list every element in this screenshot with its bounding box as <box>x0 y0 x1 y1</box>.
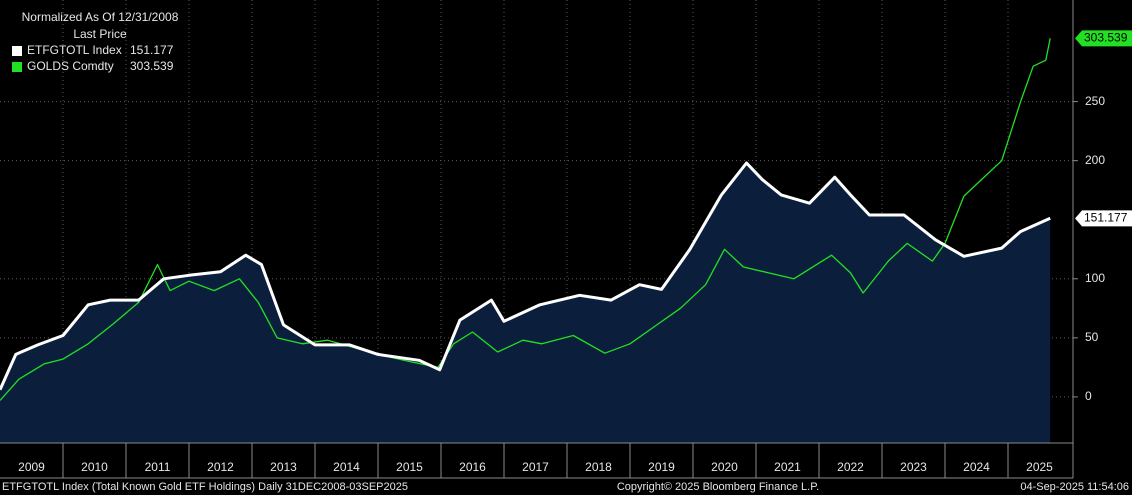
x-tick-label: 2021 <box>774 460 801 474</box>
legend-label: GOLDS Comdty <box>27 59 114 73</box>
last-price-badge <box>1075 30 1132 47</box>
x-tick-label: 2013 <box>270 460 297 474</box>
x-tick-label: 2016 <box>459 460 486 474</box>
last-price-label: 303.539 <box>1084 31 1128 45</box>
last-price-label: 151.177 <box>1084 211 1128 225</box>
y-tick-label: 250 <box>1085 94 1105 108</box>
x-tick-label: 2019 <box>648 460 675 474</box>
legend-subtitle: Last Price <box>73 27 127 41</box>
x-tick-label: 2017 <box>522 460 549 474</box>
y-tick-label: 200 <box>1085 153 1105 167</box>
plot-area <box>0 0 1073 443</box>
legend-label: ETFGTOTL Index <box>27 43 122 57</box>
x-tick-label: 2015 <box>396 460 423 474</box>
x-tick-label: 2012 <box>207 460 234 474</box>
line <box>0 38 1051 401</box>
legend-swatch <box>12 46 22 56</box>
line <box>0 161 1051 391</box>
x-tick-label: 2024 <box>963 460 990 474</box>
y-tick-label: 100 <box>1085 271 1105 285</box>
footer-left: ETFGTOTL Index (Total Known Gold ETF Hol… <box>2 481 408 493</box>
x-tick-label: 2011 <box>145 460 171 474</box>
x-tick-label: 2022 <box>837 460 864 474</box>
x-tick-label: 2014 <box>333 460 360 474</box>
x-tick-label: 2010 <box>81 460 108 474</box>
y-tick-label: 50 <box>1085 330 1099 344</box>
area <box>0 163 1051 443</box>
x-tick-label: 2023 <box>900 460 927 474</box>
x-tick-label: 2009 <box>18 460 45 474</box>
legend-title: Normalized As Of 12/31/2008 <box>22 10 179 24</box>
y-tick-label: 0 <box>1085 389 1092 403</box>
footer-right: 04-Sep-2025 11:54:06 <box>1020 481 1129 493</box>
legend-value: 303.539 <box>130 59 174 73</box>
x-tick-label: 2025 <box>1026 460 1053 474</box>
footer-center: Copyright© 2025 Bloomberg Finance L.P. <box>617 481 819 493</box>
last-price-badge <box>1075 210 1132 227</box>
legend-value: 151.177 <box>130 43 174 57</box>
x-tick-label: 2020 <box>711 460 738 474</box>
legend-swatch <box>12 62 22 72</box>
x-tick-label: 2018 <box>585 460 612 474</box>
